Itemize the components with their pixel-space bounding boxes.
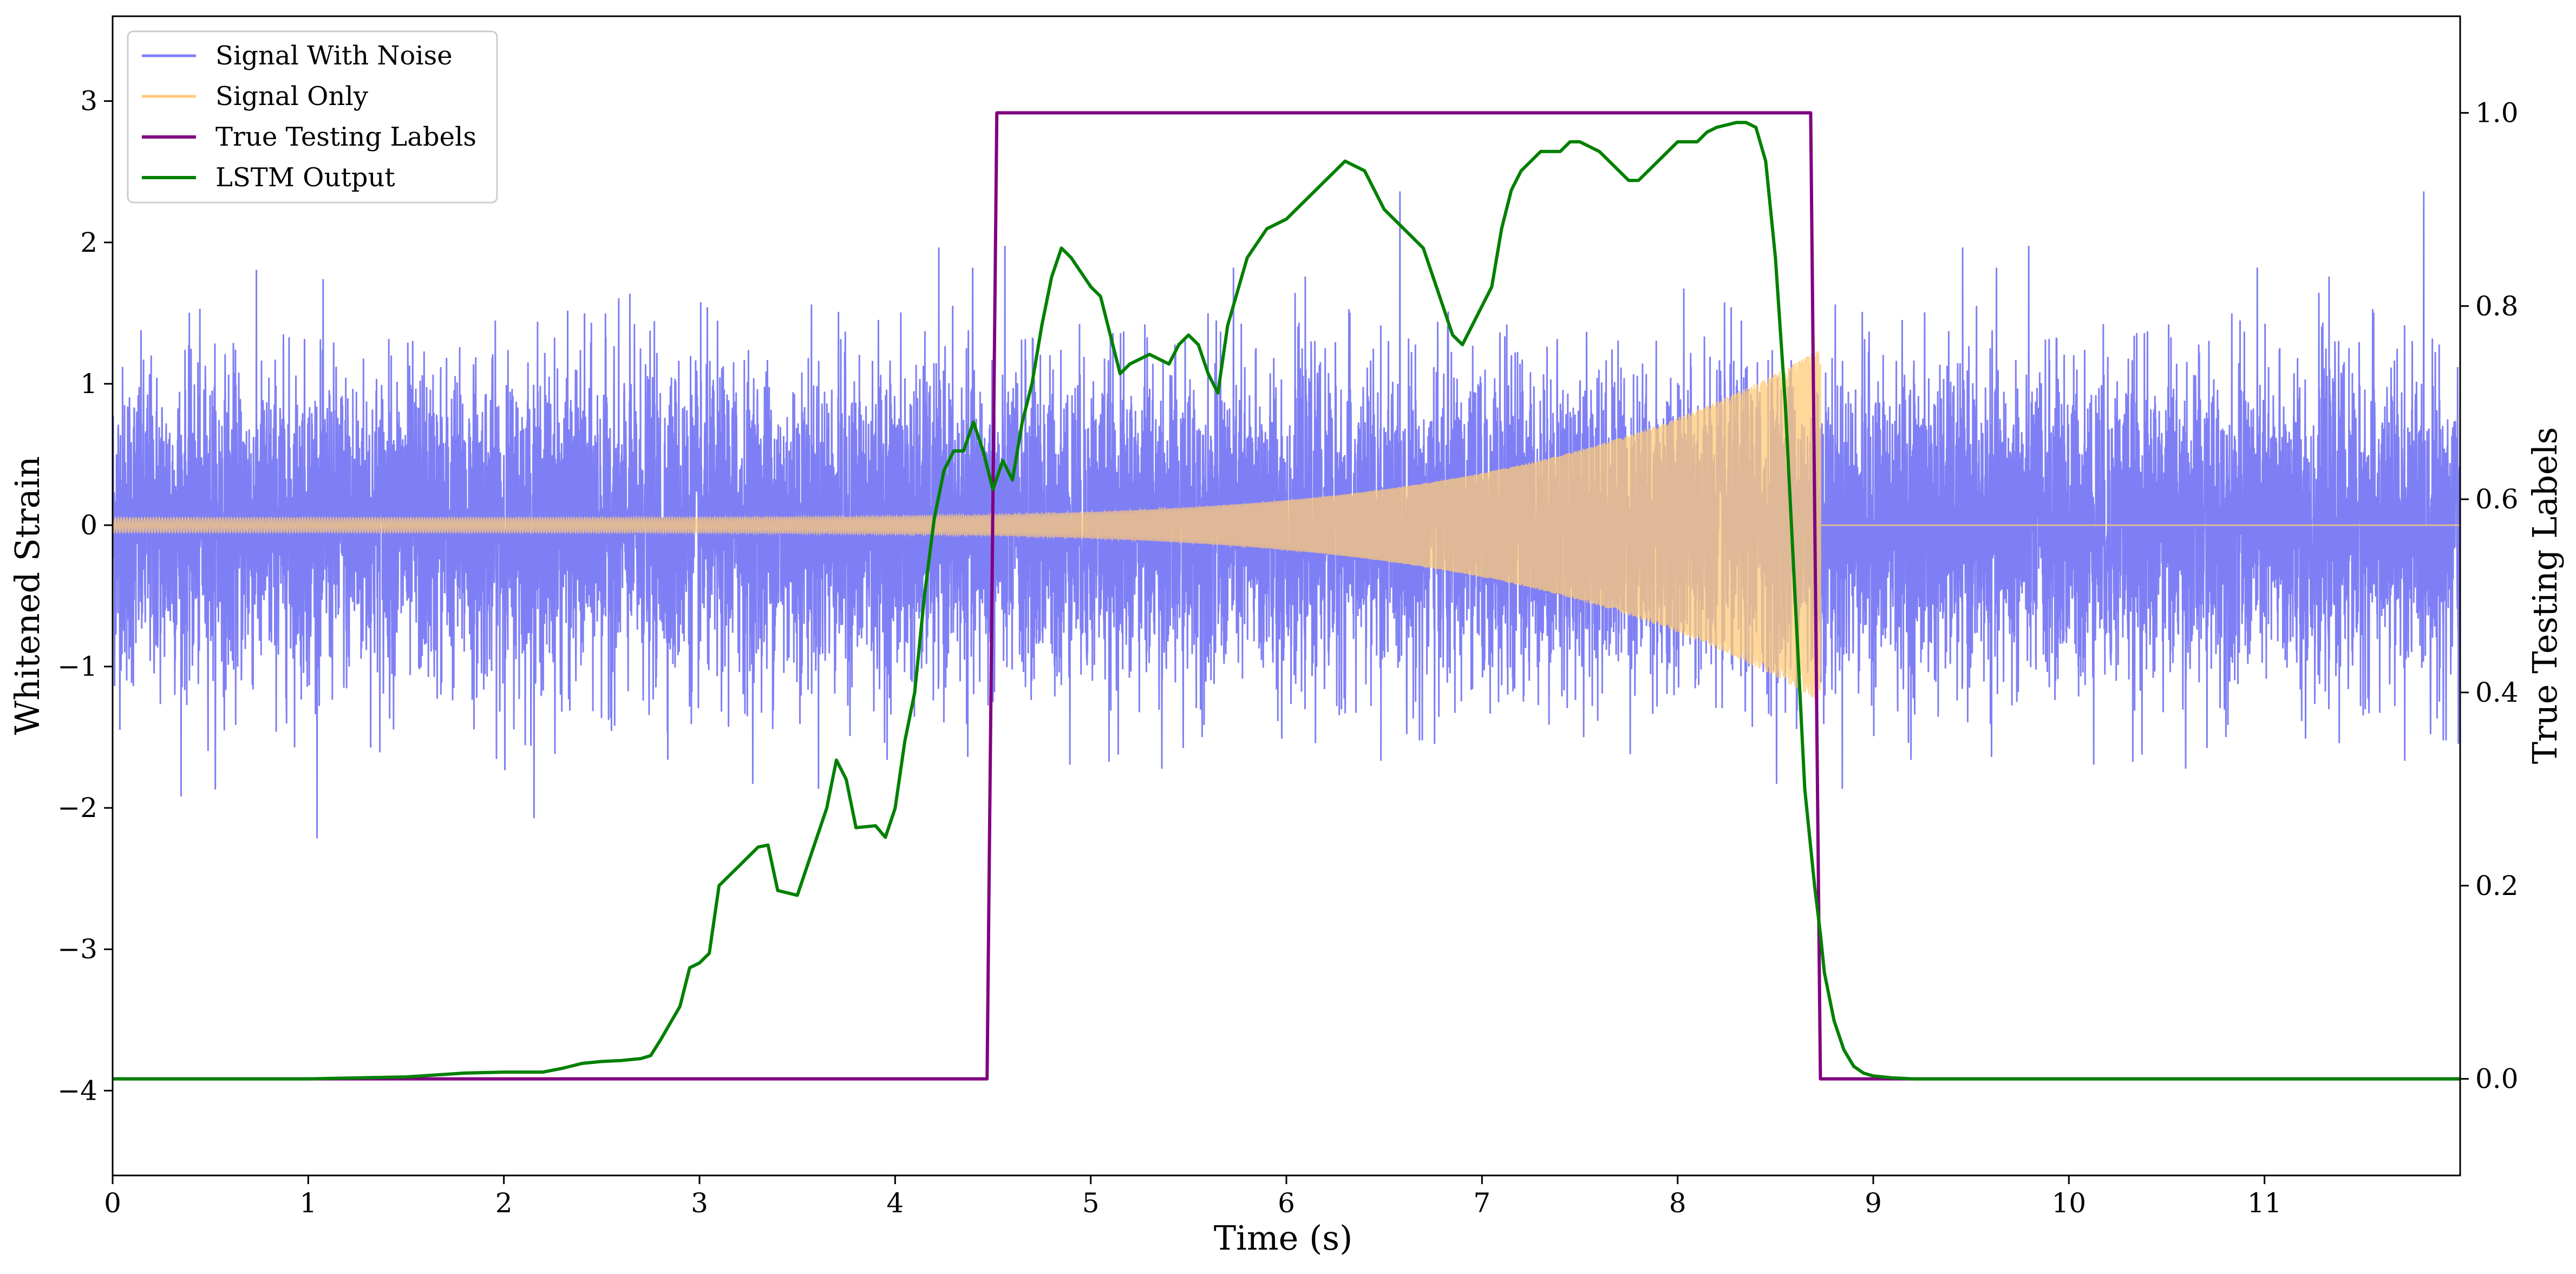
legend-label: Signal Only <box>215 81 368 112</box>
series-signal-only <box>113 351 2460 700</box>
series-lstm-output <box>113 121 2460 1081</box>
plot-area <box>113 111 2460 1081</box>
y2-tick-label: 0.4 <box>2475 677 2519 708</box>
x-tick-label: 3 <box>691 1187 708 1219</box>
x-tick-label: 2 <box>495 1187 513 1219</box>
x-tick-label: 0 <box>104 1187 121 1219</box>
y2-tick-label: 0.2 <box>2475 870 2519 901</box>
x-axis-title: Time (s) <box>1214 1218 1353 1258</box>
x-tick-label: 5 <box>1082 1187 1100 1219</box>
x-tick-label: 11 <box>2247 1187 2282 1219</box>
y2-axis-title: True Testing Labels <box>2525 427 2565 765</box>
legend-label: Signal With Noise <box>215 41 453 71</box>
x-tick-label: 10 <box>2052 1187 2087 1219</box>
legend-label: True Testing Labels <box>215 122 476 152</box>
y-axis-title: Whitened Strain <box>8 456 47 735</box>
x-tick-label: 4 <box>886 1187 904 1219</box>
y-axis-left: −4 −3 −2 −1 0 1 2 3 <box>57 86 113 1106</box>
y-axis-right: 0.0 0.2 0.4 0.6 0.8 1.0 <box>2460 97 2519 1095</box>
y2-tick-label: 1.0 <box>2475 97 2519 128</box>
y-tick-label: 1 <box>80 368 97 400</box>
x-tick-label: 6 <box>1278 1187 1295 1219</box>
legend: Signal With Noise Signal Only True Testing… <box>127 30 498 204</box>
x-tick-label: 7 <box>1473 1187 1490 1219</box>
y-tick-label: −3 <box>57 933 97 965</box>
y-tick-label: −1 <box>57 651 97 682</box>
y2-tick-label: 0.6 <box>2475 484 2519 515</box>
y-tick-label: 0 <box>80 509 97 541</box>
x-tick-label: 9 <box>1865 1187 1882 1219</box>
legend-box <box>127 30 498 204</box>
y-tick-label: 2 <box>80 227 97 258</box>
y-tick-label: −2 <box>57 792 97 824</box>
y-tick-label: 3 <box>80 86 97 117</box>
x-tick-label: 8 <box>1669 1187 1686 1219</box>
y2-tick-label: 0.0 <box>2475 1063 2519 1095</box>
x-axis: 0 1 2 3 4 5 6 7 8 9 10 11 <box>104 1175 2281 1219</box>
x-tick-label: 1 <box>299 1187 317 1219</box>
y2-tick-label: 0.8 <box>2475 290 2519 322</box>
legend-label: LSTM Output <box>215 162 395 193</box>
y-tick-label: −4 <box>57 1075 97 1106</box>
